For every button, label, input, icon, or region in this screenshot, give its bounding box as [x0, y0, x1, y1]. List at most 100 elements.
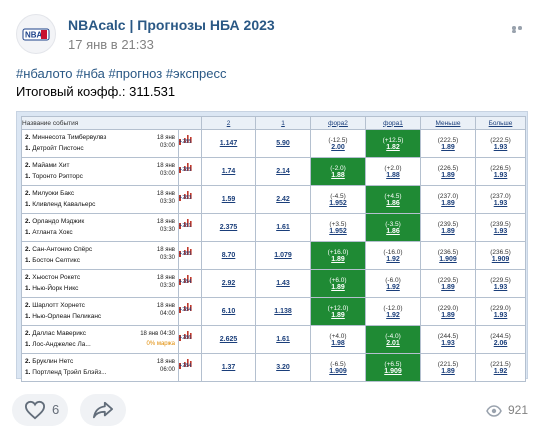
like-button[interactable]: 6 [12, 394, 68, 426]
event-cell: 2. Даллас Маверикс 1. Лос-Анджелес Ла... 1… [21, 325, 202, 354]
odds-table-image[interactable]: Название события 2 1 фора2 фора1 Меньше Больше… [16, 111, 528, 382]
more-markets[interactable]: +283 [178, 186, 201, 213]
odd-win-1[interactable]: 2.42 [255, 185, 311, 214]
header-col-3[interactable]: фора2 [310, 116, 366, 130]
odd-win-1[interactable]: 5.90 [255, 129, 311, 158]
total-under[interactable]: (226.5) 1.89 [420, 157, 476, 186]
header-col-6[interactable]: Больше [475, 116, 526, 130]
event-cell: 2. Майами Хит 1. Торонто Рэпторс 18 янв 03:… [21, 157, 202, 186]
more-markets[interactable]: +285 [178, 130, 201, 157]
more-options-icon[interactable] [512, 26, 528, 33]
handicap-2-odd: 1.952 [329, 227, 347, 235]
handicap-1[interactable]: (+2.0) 1.88 [365, 157, 421, 186]
handicap-1[interactable]: (+12.5) 1.82 [365, 129, 421, 158]
handicap-2[interactable]: (-2.0) 1.88 [310, 157, 366, 186]
odd-win-2[interactable]: 2.92 [201, 269, 256, 298]
handicap-1[interactable]: (+4.5) 1.86 [365, 185, 421, 214]
handicap-1[interactable]: (-16.0) 1.92 [365, 241, 421, 270]
odd-win-1[interactable]: 1.43 [255, 269, 311, 298]
more-markets[interactable]: +284 [178, 298, 201, 325]
share-button[interactable] [80, 394, 126, 426]
handicap-2[interactable]: (+4.0) 1.98 [310, 325, 366, 354]
event-cell: 2. Милуоки Бакс 1. Кливленд Кавальерс 18 я… [21, 185, 202, 214]
odd-win-2[interactable]: 1.74 [201, 157, 256, 186]
total-over[interactable]: (239.5) 1.93 [475, 213, 526, 242]
post-author[interactable]: NBAcalc | Прогнозы НБА 2023 [68, 17, 275, 33]
odd-win-2[interactable]: 8.70 [201, 241, 256, 270]
handicap-1[interactable]: (-6.0) 1.92 [365, 269, 421, 298]
total-under-odd: 1.89 [441, 199, 455, 207]
team-home: 1. Торонто Рэпторс [25, 173, 83, 180]
avatar[interactable]: NBA [16, 14, 56, 54]
odd-win-2[interactable]: 1.147 [201, 129, 256, 158]
header-col-4[interactable]: фора1 [365, 116, 421, 130]
more-markets[interactable]: +285 [178, 242, 201, 269]
total-over-line: (244.5) [490, 332, 511, 340]
odd-win-1[interactable]: 1.138 [255, 297, 311, 326]
odd-win-2[interactable]: 6.10 [201, 297, 256, 326]
handicap-2[interactable]: (-12.5) 2.00 [310, 129, 366, 158]
total-over[interactable]: (226.5) 1.93 [475, 157, 526, 186]
team-away: 2. Миннесота Тимбервулвз [25, 134, 106, 141]
total-over[interactable]: (222.5) 1.93 [475, 129, 526, 158]
total-over[interactable]: (221.5) 1.92 [475, 353, 526, 382]
total-over[interactable]: (229.0) 1.93 [475, 297, 526, 326]
handicap-2[interactable]: (+16.0) 1.89 [310, 241, 366, 270]
handicap-1[interactable]: (+6.5) 1.909 [365, 353, 421, 382]
odd-win-2[interactable]: 2.625 [201, 325, 256, 354]
total-under[interactable]: (239.5) 1.89 [420, 213, 476, 242]
odd-win-1[interactable]: 2.14 [255, 157, 311, 186]
odd-win-1[interactable]: 1.079 [255, 241, 311, 270]
total-under[interactable]: (244.5) 1.93 [420, 325, 476, 354]
more-markets[interactable]: +284 [178, 270, 201, 297]
handicap-2[interactable]: (-4.5) 1.952 [310, 185, 366, 214]
handicap-1[interactable]: (-3.5) 1.86 [365, 213, 421, 242]
odd-win-1[interactable]: 1.61 [255, 213, 311, 242]
total-under[interactable]: (237.0) 1.89 [420, 185, 476, 214]
more-markets[interactable]: +284 [178, 354, 201, 381]
handicap-2[interactable]: (+3.5) 1.952 [310, 213, 366, 242]
total-under-line: (239.5) [437, 220, 459, 228]
post-date[interactable]: 17 янв в 21:33 [68, 37, 154, 52]
handicap-2-line: (+6.0) [329, 276, 347, 284]
total-over-line: (229.5) [490, 276, 511, 284]
header-col-1[interactable]: 2 [201, 116, 256, 130]
total-over[interactable]: (229.5) 1.93 [475, 269, 526, 298]
odd-win-1[interactable]: 1.61 [255, 325, 311, 354]
event-time: 18 янв 03:00 [157, 134, 175, 150]
handicap-1-line: (+4.5) [384, 192, 402, 200]
handicap-1-line: (-3.5) [385, 220, 401, 228]
total-over[interactable]: (237.0) 1.93 [475, 185, 526, 214]
team-away-name: Сан-Антонио Спёрс [32, 246, 93, 253]
handicap-2[interactable]: (+12.0) 1.89 [310, 297, 366, 326]
more-markets[interactable]: +285 [178, 158, 201, 185]
total-over-odd: 1.909 [491, 255, 510, 263]
total-under[interactable]: (229.0) 1.89 [420, 297, 476, 326]
handicap-2[interactable]: (-6.5) 1.909 [310, 353, 366, 382]
total-under-odd: 1.89 [441, 367, 455, 375]
total-under-line: (244.5) [437, 332, 459, 340]
odd-win-2[interactable]: 1.37 [201, 353, 256, 382]
handicap-1-odd: 1.88 [386, 171, 400, 179]
more-markets[interactable]: +286 [178, 326, 201, 353]
handicap-1[interactable]: (-4.0) 2.01 [365, 325, 421, 354]
total-under[interactable]: (229.5) 1.89 [420, 269, 476, 298]
total-under[interactable]: (221.5) 1.89 [420, 353, 476, 382]
odd-win-2[interactable]: 2.375 [201, 213, 256, 242]
total-under-odd: 1.93 [441, 339, 455, 347]
total-under[interactable]: (222.5) 1.89 [420, 129, 476, 158]
handicap-1[interactable]: (-12.0) 1.92 [365, 297, 421, 326]
header-col-5[interactable]: Меньше [420, 116, 476, 130]
total-under-odd: 1.89 [441, 143, 455, 151]
handicap-2[interactable]: (+6.0) 1.89 [310, 269, 366, 298]
post-hashtags[interactable]: #нбалото #нба #прогноз #экспресс [16, 66, 227, 81]
more-markets[interactable]: +281 [178, 214, 201, 241]
total-over[interactable]: (244.5) 2.06 [475, 325, 526, 354]
odd-win-2[interactable]: 1.59 [201, 185, 256, 214]
total-over[interactable]: (236.5) 1.909 [475, 241, 526, 270]
odds-table-header: Название события 2 1 фора2 фора1 Меньше Больше [21, 116, 526, 130]
total-under[interactable]: (236.5) 1.909 [420, 241, 476, 270]
header-col-2[interactable]: 1 [255, 116, 311, 130]
odd-win-1[interactable]: 3.20 [255, 353, 311, 382]
